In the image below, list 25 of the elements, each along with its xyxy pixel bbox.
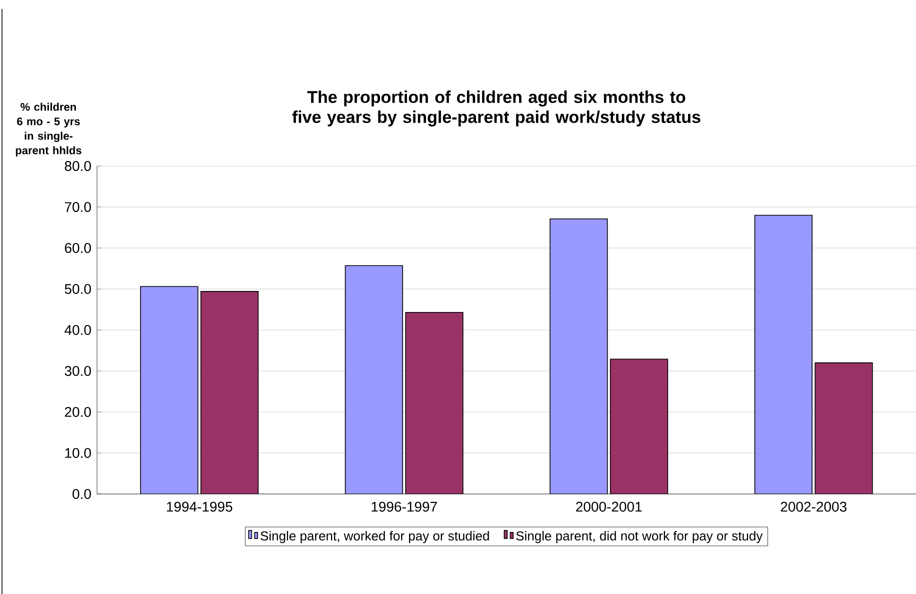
legend-label: Single parent, worked for pay or studied [260, 530, 489, 544]
bar [344, 265, 404, 494]
y-tick-label: 60.0 [64, 243, 91, 253]
bar [550, 218, 608, 494]
bar [140, 286, 198, 494]
y-axis-title: % children 6 mo - 5 yrs in single-parent hhlds [16, 102, 82, 156]
x-tick-label: 2002-2003 [780, 502, 846, 512]
bar [200, 291, 259, 494]
y-tick-label: 30.0 [64, 366, 91, 376]
x-tick-label: 1994-1995 [166, 502, 232, 512]
legend-label: Single parent, did not work for pay or study [516, 530, 763, 544]
y-tick-label: 10.0 [65, 448, 91, 458]
y-tick-label: 70.0 [64, 202, 91, 212]
chart-title: The proportion of children aged six months to five years by single-parent paid work/study status [292, 90, 700, 126]
y-tick-label: 80.0 [64, 161, 91, 171]
y-tick-label: 50.0 [64, 284, 91, 294]
y-tick-label: 40.0 [64, 325, 91, 335]
x-tick-label: 1996-1997 [372, 502, 437, 512]
x-tick-label: 2000-2001 [576, 502, 642, 512]
y-tick-label: 20.0 [64, 407, 91, 417]
bar [610, 358, 668, 494]
bar [814, 362, 873, 494]
bar [405, 312, 464, 494]
bar [754, 214, 813, 494]
y-tick-label: 0.0 [72, 489, 91, 499]
